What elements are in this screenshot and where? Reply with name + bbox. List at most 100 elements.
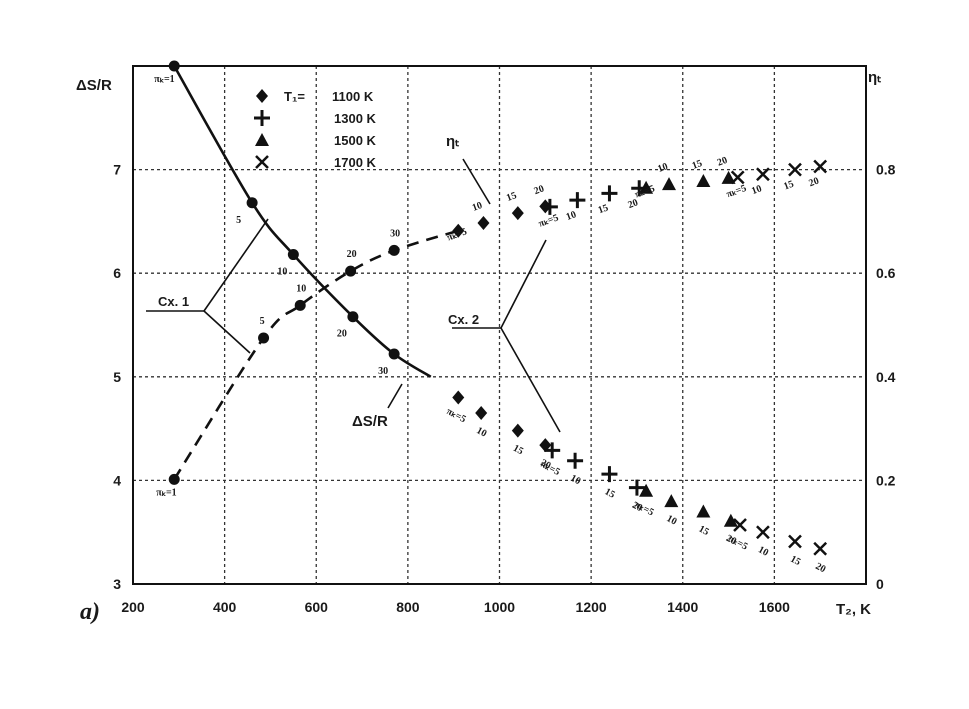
- cycle1-eta-point-label: πₖ=1: [156, 487, 176, 498]
- series-eta-point: [639, 180, 654, 194]
- series-eta-point: [452, 223, 465, 238]
- eta-leader-line: [462, 158, 491, 205]
- series-delta-s-point-label: πₖ=5: [632, 499, 655, 518]
- series-delta-s-point-label: 10: [756, 544, 770, 558]
- series-delta-s-point: [723, 513, 738, 527]
- series-eta-point-label: 20: [533, 183, 546, 197]
- series-delta-s-point: [601, 466, 618, 483]
- delta-s-leader-line: [387, 383, 403, 409]
- cycle1-label: Cx. 1: [158, 294, 189, 309]
- series-eta-point-label: 20: [716, 155, 729, 169]
- series-eta-point-label: 10: [471, 200, 484, 214]
- cycle1-eta-point: [294, 299, 306, 311]
- series-eta-point: [788, 162, 802, 177]
- cycle1-delta-s-point: [246, 197, 258, 209]
- series-delta-s-point-label: 20: [630, 500, 644, 514]
- series-eta-point: [696, 173, 711, 187]
- series-delta-s-point: [639, 483, 654, 497]
- series-delta-s-point-label: πₖ=5: [444, 406, 467, 425]
- legend-entry: 1500 K: [334, 133, 377, 148]
- series-eta-point: [477, 215, 490, 230]
- cycle1-eta-point-label: 20: [347, 249, 357, 260]
- cycle1-delta-s-point-label: 20: [337, 329, 347, 340]
- x-axis-label: T₂, K: [836, 601, 871, 618]
- x-tick-label: 400: [213, 599, 237, 615]
- y-right-tick-label: 0.8: [876, 162, 896, 178]
- series-eta-point-label: πₖ=5: [537, 212, 560, 229]
- series-eta-point: [813, 159, 828, 174]
- series-eta-point-label: 20: [626, 197, 639, 211]
- legend-prefix: T₁=: [284, 89, 305, 104]
- series-delta-s-point-label: 20: [724, 533, 738, 547]
- legend-entry: 1100 K: [332, 89, 374, 104]
- legend-marker: [255, 155, 269, 169]
- x-tick-label: 1600: [759, 599, 790, 615]
- panel-label: a): [80, 599, 100, 625]
- series-delta-s-point-label: πₖ=5: [726, 533, 749, 552]
- cycle1-eta-point-label: 5: [260, 316, 265, 327]
- cycle1-eta-point: [258, 332, 270, 344]
- legend-marker: [254, 110, 270, 126]
- axis-ticks: 200 400 600 800 1000 1200 1400 1600 3 4 5 6 7 0 0.2 0.4…: [113, 162, 895, 615]
- series-delta-s-point: [452, 390, 465, 405]
- series-delta-s-point: [813, 541, 828, 556]
- cycle1-leader-line: [203, 310, 251, 354]
- y-left-tick-label: 5: [113, 369, 121, 385]
- y-left-axis-label: ΔS/R: [76, 77, 112, 94]
- series-eta-point-label: πₖ=5: [446, 226, 469, 243]
- series-delta-s-point: [475, 406, 488, 421]
- y-left-tick-label: 4: [113, 472, 121, 488]
- series-delta-s-point-label: 15: [603, 486, 617, 500]
- cycle1-delta-s-point-label: 10: [277, 267, 287, 278]
- series-delta-s-point-label: 15: [511, 443, 525, 457]
- series-eta-point-label: 10: [750, 183, 763, 197]
- y-left-tick-label: 3: [113, 576, 121, 592]
- series-delta-s-point-label: 20: [539, 457, 553, 471]
- cycle1-delta-s-point: [168, 60, 180, 72]
- point-labels: πₖ=15102030πₖ=15102030πₖ=5101520πₖ=51015…: [154, 74, 827, 575]
- leader-lines: [146, 158, 561, 433]
- series-delta-s-point: [567, 452, 584, 469]
- series-eta-point: [511, 206, 524, 221]
- series-delta-s-point: [539, 438, 552, 453]
- x-tick-label: 1400: [667, 599, 698, 615]
- series-eta-point: [730, 170, 745, 185]
- cycle1-delta-s-point: [347, 311, 359, 323]
- series-eta-point: [601, 185, 618, 202]
- series-delta-s-point: [664, 494, 679, 508]
- series-delta-s-point: [628, 479, 645, 496]
- cycle1-eta-point-label: 10: [296, 283, 306, 294]
- legend-marker: [255, 133, 269, 146]
- series-eta-point: [721, 170, 736, 184]
- series-delta-s-point: [511, 423, 524, 438]
- y-right-tick-label: 0: [876, 576, 884, 592]
- delta-s-curve-label: ΔS/R: [352, 413, 388, 430]
- series-eta-point: [756, 167, 770, 182]
- series-eta-point: [569, 192, 586, 209]
- y-right-tick-label: 0.4: [876, 369, 896, 385]
- cycle1-eta-point: [168, 473, 180, 485]
- x-tick-label: 200: [121, 599, 145, 615]
- series-delta-s-point: [788, 534, 802, 549]
- series-delta-s-point: [733, 518, 747, 532]
- cycle1-eta-point: [345, 265, 357, 277]
- series-delta-s-point-label: 10: [568, 473, 582, 487]
- grid: [133, 65, 866, 584]
- eta-curve-label: ηₜ: [446, 133, 460, 150]
- series-eta-point-label: 15: [691, 158, 704, 172]
- series-eta-point-label: πₖ=5: [633, 183, 656, 200]
- cycle1-delta-s-point: [388, 348, 400, 360]
- cycle1-delta-s-point-label: 5: [236, 215, 241, 226]
- y-left-tick-label: 6: [113, 265, 121, 281]
- x-tick-label: 600: [305, 599, 329, 615]
- series-eta-point: [541, 198, 558, 215]
- series-delta-s-point: [696, 504, 711, 518]
- cycle2-leader-line: [500, 327, 561, 433]
- series-delta-s-point-label: 15: [697, 524, 711, 538]
- x-tick-label: 800: [396, 599, 420, 615]
- series-eta-point: [662, 177, 677, 191]
- series-delta-s-point-label: 20: [813, 561, 827, 575]
- data-points: [168, 60, 828, 556]
- legend: T₁= 1100 K 1300 K 1500 K 1700 K: [254, 89, 377, 170]
